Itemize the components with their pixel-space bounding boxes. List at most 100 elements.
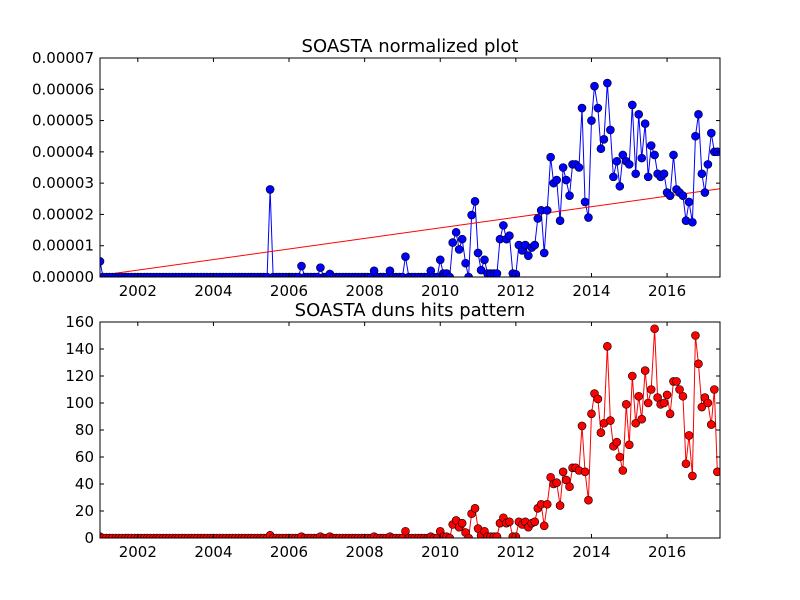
x-tick-label: 2004 bbox=[194, 282, 232, 300]
data-point bbox=[694, 359, 703, 369]
data-point bbox=[678, 191, 688, 200]
data-point bbox=[694, 110, 703, 119]
data-point bbox=[681, 459, 691, 469]
data-point bbox=[297, 261, 306, 271]
data-point bbox=[640, 119, 650, 128]
data-point bbox=[448, 238, 458, 247]
y-tick-label: 0.00002 bbox=[32, 205, 94, 223]
data-point bbox=[665, 191, 675, 200]
chart-title: SOASTA duns hits pattern bbox=[295, 300, 526, 321]
data-point bbox=[646, 141, 656, 150]
y-tick-label: 80 bbox=[75, 421, 94, 439]
data-point bbox=[542, 206, 552, 215]
y-tick-label: 100 bbox=[65, 394, 94, 412]
data-point bbox=[435, 255, 445, 265]
data-point bbox=[634, 110, 644, 119]
x-tick-label: 2008 bbox=[346, 282, 384, 300]
data-point bbox=[577, 421, 587, 431]
data-point bbox=[561, 175, 571, 185]
data-point bbox=[552, 478, 561, 487]
data-line bbox=[100, 82, 718, 277]
data-point bbox=[401, 526, 410, 536]
data-point bbox=[675, 385, 684, 394]
data-point bbox=[590, 81, 599, 91]
data-point bbox=[561, 475, 571, 485]
data-point bbox=[530, 517, 540, 527]
data-point bbox=[659, 169, 669, 179]
data-point bbox=[470, 196, 480, 206]
y-tick-label: 0.00007 bbox=[32, 49, 94, 67]
data-point bbox=[401, 252, 410, 261]
data-point bbox=[470, 503, 480, 513]
x-tick-label: 2012 bbox=[497, 282, 535, 300]
data-point bbox=[464, 272, 473, 277]
data-point bbox=[678, 391, 688, 401]
data-point bbox=[688, 471, 697, 481]
data-point bbox=[552, 175, 561, 185]
data-point bbox=[643, 398, 653, 408]
data-point bbox=[542, 499, 552, 509]
axes-frame bbox=[99, 57, 721, 278]
data-point bbox=[464, 533, 473, 538]
data-point bbox=[624, 160, 634, 169]
data-point bbox=[555, 501, 565, 510]
data-point bbox=[558, 163, 568, 172]
y-tick-label: 0.00000 bbox=[32, 268, 94, 286]
y-tick-label: 140 bbox=[65, 340, 94, 358]
data-point bbox=[457, 234, 467, 244]
data-point bbox=[546, 152, 555, 162]
x-tick-label: 2002 bbox=[119, 282, 157, 300]
data-point bbox=[634, 391, 644, 401]
data-point bbox=[454, 245, 464, 254]
data-point bbox=[451, 227, 461, 237]
data-point bbox=[580, 467, 590, 477]
data-point bbox=[637, 414, 647, 424]
data-point bbox=[593, 394, 603, 404]
data-point bbox=[703, 160, 713, 169]
data-point bbox=[539, 248, 549, 258]
x-tick-label: 2006 bbox=[270, 282, 308, 300]
data-point bbox=[100, 257, 105, 266]
data-point bbox=[697, 169, 707, 179]
data-point bbox=[558, 467, 568, 477]
data-point bbox=[398, 272, 407, 277]
data-point bbox=[565, 191, 574, 200]
data-point bbox=[533, 214, 543, 223]
data-point bbox=[700, 188, 710, 197]
x-tick-label: 2016 bbox=[648, 282, 686, 300]
data-point bbox=[313, 272, 322, 277]
y-tick-label: 160 bbox=[65, 313, 94, 331]
data-point bbox=[637, 153, 647, 163]
data-point bbox=[457, 518, 467, 528]
data-point bbox=[615, 181, 625, 191]
data-point bbox=[584, 495, 593, 505]
data-point bbox=[691, 331, 700, 340]
data-point bbox=[697, 402, 707, 412]
data-point bbox=[473, 248, 483, 258]
chart-title: SOASTA normalized plot bbox=[302, 36, 519, 57]
data-point bbox=[524, 251, 533, 261]
data-point bbox=[265, 185, 275, 194]
data-point bbox=[615, 452, 625, 462]
y-tick-label: 120 bbox=[65, 367, 94, 385]
data-point bbox=[580, 197, 590, 207]
data-point bbox=[461, 258, 470, 268]
y-tick-label: 0 bbox=[84, 529, 94, 547]
x-tick-label: 2002 bbox=[119, 543, 157, 561]
data-point bbox=[596, 144, 606, 154]
y-tick-label: 0.00003 bbox=[32, 174, 94, 192]
x-tick-label: 2006 bbox=[270, 543, 308, 561]
data-point bbox=[445, 272, 454, 277]
data-point bbox=[599, 135, 609, 144]
x-tick-label: 2004 bbox=[194, 543, 232, 561]
data-point bbox=[492, 269, 502, 277]
data-point bbox=[659, 398, 669, 408]
data-point bbox=[603, 341, 612, 351]
x-tick-label: 2012 bbox=[497, 543, 535, 561]
data-point bbox=[612, 437, 622, 447]
data-point bbox=[587, 116, 596, 125]
y-tick-label: 0.00005 bbox=[32, 112, 94, 130]
data-point bbox=[505, 517, 514, 527]
data-point bbox=[631, 169, 640, 179]
